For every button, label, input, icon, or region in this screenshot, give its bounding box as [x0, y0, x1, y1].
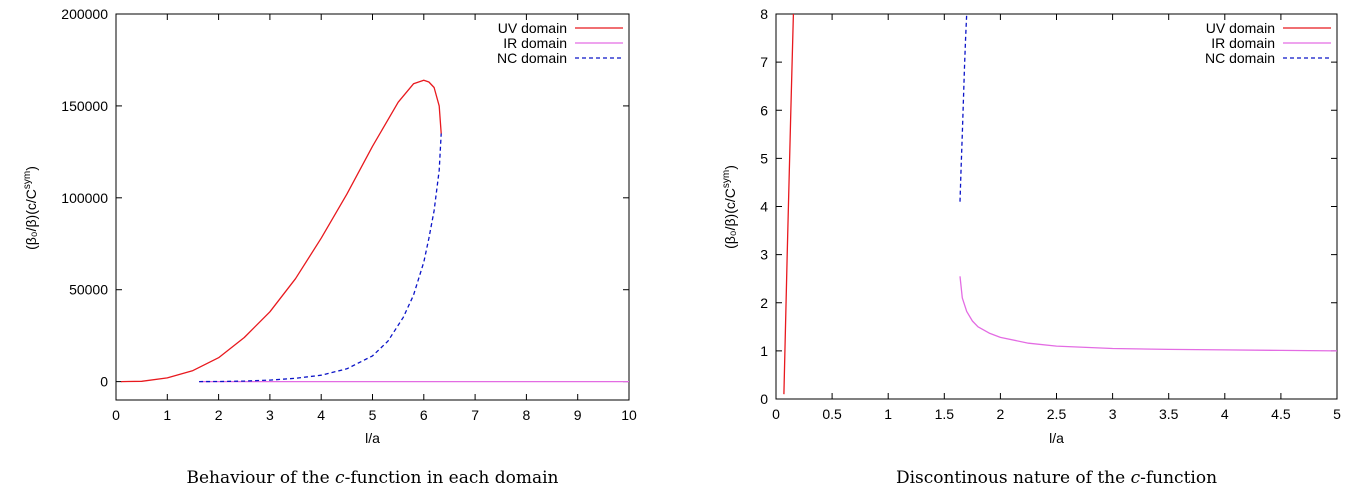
y-tick-label: 0: [100, 374, 108, 390]
x-tick-label: 2: [997, 406, 1005, 422]
figure-caption: Behaviour of the c-function in each doma…: [186, 468, 558, 488]
x-tick-label: 5: [1333, 406, 1341, 422]
legend-label: IR domain: [1211, 35, 1275, 51]
x-tick-label: 3: [266, 407, 274, 423]
x-tick-label: 4: [1221, 406, 1229, 422]
x-tick-label: 1: [884, 406, 892, 422]
series-line-nc-domain: [959, 14, 968, 202]
x-tick-label: 0: [772, 406, 780, 422]
y-tick-label: 5: [760, 150, 768, 166]
y-tick-label: 3: [760, 247, 768, 263]
y-tick-label: 0: [760, 391, 768, 407]
series-line-uv-domain: [121, 79, 442, 383]
y-tick-label: 100000: [61, 190, 108, 206]
x-tick-label: 3.5: [1159, 406, 1179, 422]
x-tick-label: 2.5: [1047, 406, 1067, 422]
x-tick-label: 0.5: [822, 406, 842, 422]
x-tick-label: 2: [215, 407, 223, 423]
x-tick-label: 10: [621, 407, 637, 423]
x-tick-label: 9: [574, 407, 582, 423]
series-group: [121, 79, 629, 383]
chart-panel-2: 0 0.5 1 1.5 2 2.5 3 3.5 4 4.5 5 0 1 2 3 4 5 6 7 8 l/a (β₀/β)(…: [721, 6, 1341, 488]
y-tick-label: 4: [760, 199, 768, 215]
y-axis-label: (β₀/β)(c/Csym): [721, 165, 738, 249]
legend-label: NC domain: [497, 50, 567, 66]
y-tick-label: 6: [760, 102, 768, 118]
y-axis-label: (β₀/β)(c/Csym): [22, 166, 39, 250]
legend-label: UV domain: [1206, 20, 1275, 36]
legend-label: IR domain: [503, 35, 567, 51]
legend-label: UV domain: [498, 20, 567, 36]
x-tick-label: 5: [369, 407, 377, 423]
x-tick-label: 8: [523, 407, 531, 423]
y-tick-label: 8: [760, 6, 768, 22]
x-tick-label: 3: [1109, 406, 1117, 422]
y-tick-label: 50000: [69, 282, 108, 298]
figure-caption: Discontinous nature of the c-function: [896, 468, 1217, 488]
x-tick-label: 4: [317, 407, 325, 423]
plot-frame: [115, 13, 630, 401]
y-tick-label: 150000: [61, 98, 108, 114]
plot-frame: [775, 13, 1338, 400]
x-tick-label: 1.5: [935, 406, 955, 422]
chart-panel-1: 0 1 2 3 4 5 6 7 8 9 10 0 50000 100000 150000 200000 l/a (…: [22, 6, 637, 488]
y-tick-label: 1: [760, 343, 768, 359]
x-tick-label: 0: [112, 407, 120, 423]
y-tick-label: 200000: [61, 6, 108, 22]
legend-label: NC domain: [1205, 50, 1275, 66]
x-tick-label: 7: [471, 407, 479, 423]
x-tick-label: 4.5: [1271, 406, 1291, 422]
series-line-ir-domain: [959, 276, 1337, 352]
series-group: [783, 14, 1337, 395]
y-tick-label: 2: [760, 295, 768, 311]
y-tick-label: 7: [760, 54, 768, 70]
x-axis-label: l/a: [1049, 430, 1064, 446]
x-tick-label: 1: [163, 407, 171, 423]
series-line-uv-domain: [783, 14, 795, 395]
series-line-nc-domain: [199, 133, 442, 383]
x-axis-label: l/a: [365, 430, 380, 446]
x-tick-label: 6: [420, 407, 428, 423]
